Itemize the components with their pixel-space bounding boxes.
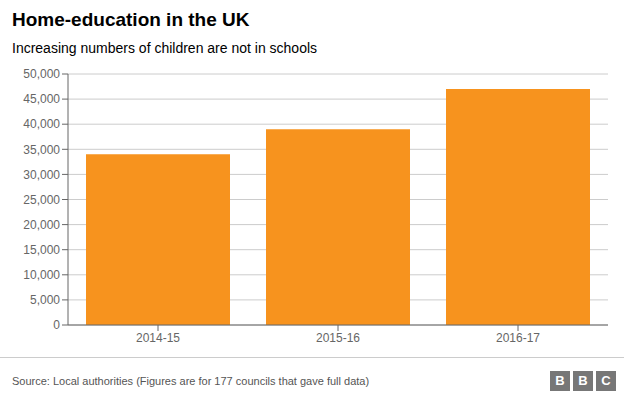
html-text:C: C (601, 373, 611, 388)
html-text:Source: Local authorities (Fig: Source: Local authorities (Figures are f… (12, 374, 370, 387)
svg-text:25,000: 25,000 (23, 193, 60, 207)
svg-text:5,000: 5,000 (30, 293, 60, 307)
html-text:B: B (578, 373, 588, 388)
svg-text:45,000: 45,000 (23, 92, 60, 106)
svg-text:30,000: 30,000 (23, 168, 60, 182)
svg-text:40,000: 40,000 (23, 117, 60, 131)
html-text:Home-education in the UK: Home-education in the UK (12, 9, 250, 30)
svg-text:50,000: 50,000 (23, 67, 60, 81)
svg-text:10,000: 10,000 (23, 268, 60, 282)
svg-text:2015-16: 2015-16 (316, 331, 360, 345)
html-text:B: B (555, 373, 565, 388)
html-text:Increasing numbers of children: Increasing numbers of children are not i… (12, 40, 318, 56)
svg-text:2014-15: 2014-15 (136, 331, 180, 345)
svg-text:20,000: 20,000 (23, 218, 60, 232)
svg-text:0: 0 (53, 318, 60, 332)
svg-text:15,000: 15,000 (23, 243, 60, 257)
svg-text:2016-17: 2016-17 (496, 331, 540, 345)
svg-text:35,000: 35,000 (23, 143, 60, 157)
